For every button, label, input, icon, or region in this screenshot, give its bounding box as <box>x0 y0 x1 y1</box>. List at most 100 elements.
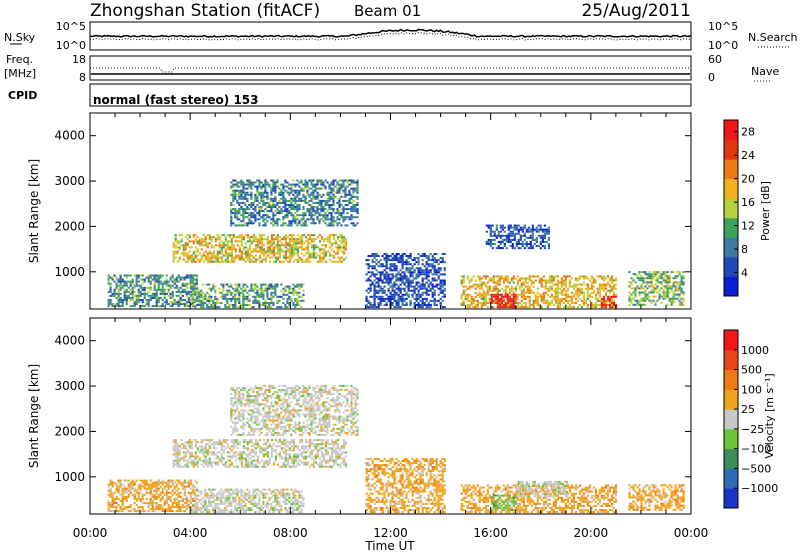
echo-cell <box>282 201 285 204</box>
echo-cell <box>109 481 112 484</box>
echo-cell <box>234 304 237 306</box>
echo-cell <box>405 263 408 266</box>
echo-cell <box>306 248 310 251</box>
echo-cell <box>517 230 520 233</box>
echo-cell <box>680 279 683 282</box>
echo-cell <box>413 271 416 274</box>
echo-cell <box>194 285 197 288</box>
echo-cell <box>350 179 353 182</box>
echo-cell <box>173 299 176 301</box>
echo-cell <box>284 210 287 213</box>
echo-cell <box>296 285 299 288</box>
echo-cell <box>419 285 422 288</box>
echo-cell <box>526 295 529 298</box>
echo-cell <box>276 224 279 227</box>
echo-cell <box>568 304 571 306</box>
echo-cell <box>367 306 370 309</box>
echo-cell <box>218 236 221 239</box>
echo-cell <box>240 189 243 192</box>
echo-cell <box>566 306 569 309</box>
echo-cell <box>652 295 655 298</box>
echo-cell <box>516 283 519 286</box>
echo-cell <box>193 290 196 293</box>
echo-cell <box>135 301 138 304</box>
echo-cell <box>344 224 347 227</box>
echo-cell <box>161 497 164 500</box>
echo-cell <box>654 289 657 292</box>
echo-cell <box>115 506 118 509</box>
echo-cell <box>379 299 382 302</box>
echo-cell <box>365 306 368 309</box>
echo-cell <box>153 508 156 511</box>
echo-cell <box>310 208 313 211</box>
echo-cell <box>266 183 269 186</box>
echo-cell <box>508 306 511 309</box>
echo-cell <box>204 459 207 462</box>
echo-cell <box>511 226 514 229</box>
echo-cell <box>648 275 651 278</box>
echo-cell <box>429 253 432 255</box>
echo-cell <box>604 285 608 288</box>
echo-cell <box>678 285 681 288</box>
echo-cell <box>427 304 430 306</box>
echo-cell <box>342 189 345 192</box>
echo-cell <box>129 284 132 287</box>
echo-cell <box>614 279 618 282</box>
echo-cell <box>278 206 281 208</box>
echo-cell <box>348 201 351 204</box>
echo-cell <box>508 302 511 304</box>
echo-cell <box>435 279 438 282</box>
echo-cell <box>127 479 130 482</box>
nave-right-tick-top: 60 <box>708 53 722 66</box>
echo-cell <box>278 210 281 213</box>
echo-cell <box>206 256 209 259</box>
echo-cell <box>250 187 253 190</box>
echo-cell <box>202 447 205 450</box>
echo-cell <box>538 304 541 306</box>
echo-cell <box>630 299 633 302</box>
echo-cell <box>163 280 166 283</box>
echo-cell <box>421 287 424 290</box>
echo-cell <box>200 254 203 257</box>
echo-cell <box>356 208 359 211</box>
echo-cell <box>107 301 110 304</box>
echo-cell <box>286 299 289 302</box>
echo-cell <box>187 481 190 484</box>
echo-cell <box>674 281 677 284</box>
echo-cell <box>322 193 325 196</box>
echo-cell <box>523 243 526 245</box>
echo-cell <box>515 240 518 243</box>
echo-cell <box>208 451 211 454</box>
echo-cell <box>234 179 237 182</box>
echo-cell <box>246 299 249 302</box>
echo-cell <box>292 218 295 221</box>
echo-cell <box>222 283 225 286</box>
echo-cell <box>284 216 287 219</box>
echo-cell <box>462 299 465 302</box>
echo-cell <box>552 283 555 286</box>
echo-cell <box>604 283 608 286</box>
freq-left-tick-top: 18 <box>72 53 86 66</box>
echo-cell <box>582 291 585 294</box>
echo-cell <box>183 497 186 500</box>
echo-cell <box>377 281 380 284</box>
echo-cell <box>594 279 597 282</box>
echo-cell <box>260 191 263 194</box>
echo-cell <box>161 479 164 482</box>
echo-cell <box>636 275 639 278</box>
echo-cell <box>187 499 190 502</box>
echo-cell <box>326 250 330 253</box>
echo-cell <box>529 234 532 237</box>
echo-cell <box>375 281 378 284</box>
echo-cell <box>268 206 271 208</box>
echo-cell <box>356 189 359 192</box>
echo-cell <box>330 234 334 237</box>
echo-cell <box>242 283 245 286</box>
echo-cell <box>680 281 683 284</box>
echo-cell <box>558 287 561 290</box>
echo-cell <box>228 297 231 300</box>
echo-cell <box>298 291 301 294</box>
echo-cell <box>177 493 180 496</box>
echo-cell <box>123 284 126 287</box>
echo-cell <box>175 479 178 482</box>
